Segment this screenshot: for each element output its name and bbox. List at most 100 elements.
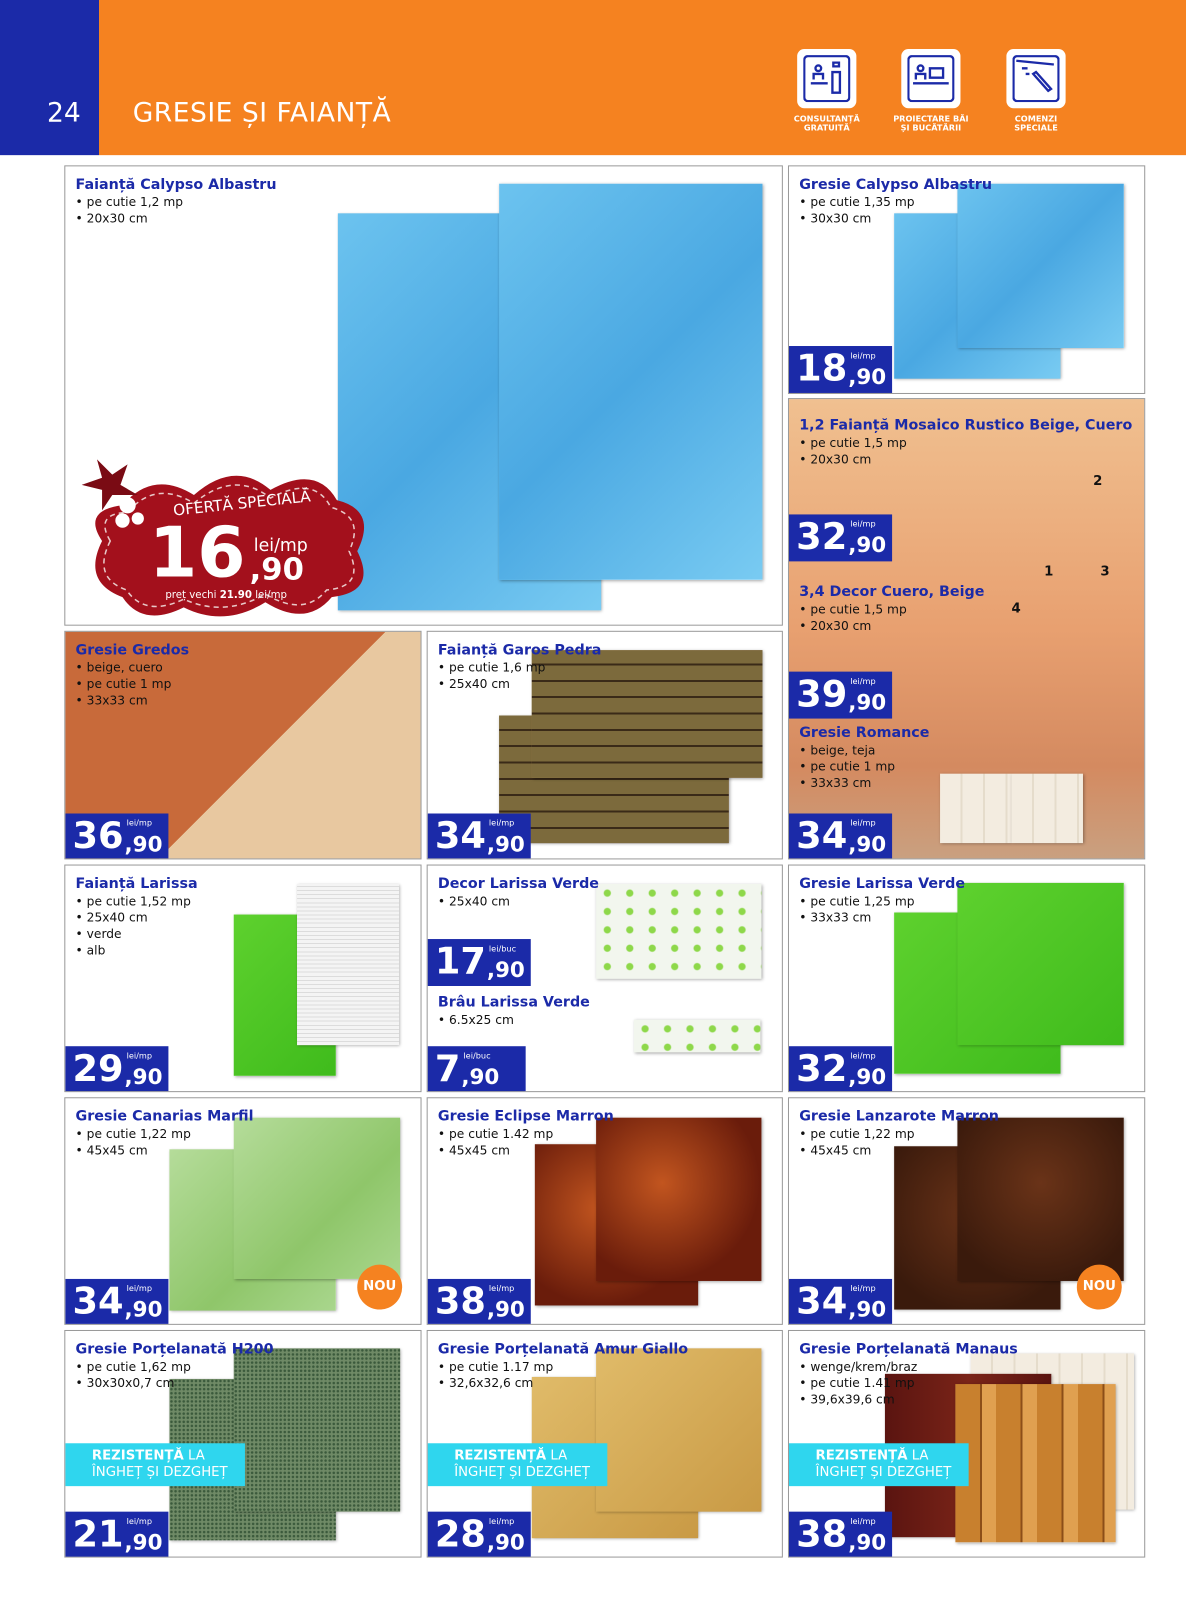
tile-image [233,1117,401,1279]
product-bullet: 25x40 cm [76,909,191,925]
price-unit: lei/mp [850,1284,876,1294]
product-card[interactable]: Gresie Gredosbeige, cuerope cutie 1 mp33… [64,630,422,860]
price-cents: ,90 [848,532,887,558]
product-title: Gresie Calypso Albastru [799,176,993,193]
tile-image [233,1348,401,1512]
frost-text-line2: ÎNGHEȚ ȘI DEZGHEȚ [454,1464,591,1481]
product-title: Gresie Canarias Marfil [75,1108,254,1125]
tile-image [955,1384,1116,1543]
product-bullets: pe cutie 1,2 mp20x30 cm [76,194,184,227]
product-title: Brâu Larissa Verde [437,994,590,1011]
price-cents: ,90 [486,831,525,857]
product-bullet: 20x30 cm [799,618,907,634]
product-card[interactable]: Faianță Larissape cutie 1,52 mp25x40 cmv… [64,864,422,1093]
price-cents: ,90 [848,1297,887,1322]
product-card[interactable]: Gresie Porțelanată Manauswenge/krem/braz… [787,1329,1146,1558]
special-offer-badge: OFERTĂ SPECIALĂ 16 lei/mp ,90 preț vechi… [81,459,365,617]
price-integer: 34 [434,815,486,858]
mosaic-number-label: 1 [1044,564,1054,580]
price-cents: ,90 [486,1530,525,1555]
product-card[interactable]: Faianță Garos Pedrape cutie 1,6 mp25x40 … [426,630,783,860]
page-number: 24 [46,97,81,129]
holly-leaf-icon [81,459,138,511]
price-cents: ,90 [848,1530,887,1555]
product-bullet: pe cutie 1.42 mp [438,1126,553,1142]
product-card[interactable]: Gresie Calypso Albastrupe cutie 1,35 mp3… [787,165,1146,394]
product-card[interactable]: Gresie Porțelanată Amur Giallope cutie 1… [426,1329,783,1558]
price-unit: lei/mp [850,676,876,686]
price-unit: lei/mp [126,1516,153,1526]
product-title: 1,2 Faianță Mosaico Rustico Beige, Cuero [799,417,1133,434]
product-bullets: pe cutie 1,22 mp45x45 cm [76,1126,191,1159]
price-unit: lei/mp [126,1284,153,1294]
product-card[interactable]: Gresie Porțelanată H200pe cutie 1,62 mp3… [64,1329,422,1558]
product-bullet: pe cutie 1 mp [799,758,895,774]
frost-text: LA [188,1448,205,1464]
product-card[interactable]: Gresie Lanzarote Marronpe cutie 1,22 mp4… [787,1097,1146,1325]
offer-price-unit: lei/mp [254,536,308,556]
frost-strong: REZISTENȚĂ [815,1448,908,1464]
product-card[interactable]: Gresie Canarias Marfilpe cutie 1,22 mp45… [64,1097,422,1325]
price-tag: 17,90 lei/buc [427,939,531,986]
product-bullet: 45x45 cm [76,1142,191,1158]
product-bullet: pe cutie 1 mp [76,676,172,692]
price-tag: 38,90 lei/mp [789,1511,893,1557]
product-bullet: 45x45 cm [799,1142,914,1158]
header-bar [99,0,1186,156]
price-unit: lei/mp [850,519,876,529]
product-bullet: 25x40 cm [438,676,546,692]
product-card[interactable]: Decor Larissa Verde25x40 cm17,90lei/bucB… [426,864,783,1093]
price-unit: lei/mp [850,818,876,828]
offer-price-cents: ,90 [250,553,304,588]
product-title: Decor Larissa Verde [437,875,600,893]
product-bullets: beige, tejape cutie 1 mp33x33 cm [799,742,895,791]
tile-image [531,650,763,778]
tile-image [297,883,400,1046]
consultant-icon [797,48,857,109]
price-cents: ,90 [124,1064,163,1090]
product-title: Gresie Romance [799,724,930,742]
price-integer: 17 [434,941,486,983]
price-integer: 34 [796,1280,848,1323]
page-title: GRESIE ȘI FAIANȚĂ [132,97,392,129]
price-integer: 32 [796,1048,848,1091]
product-bullet: 33x33 cm [799,909,914,925]
price-cents: ,90 [848,1064,887,1090]
product-card[interactable]: Gresie Larissa Verdepe cutie 1,25 mp33x3… [787,864,1146,1093]
offer-old-price: preț vechi 21.90 lei/mp [165,590,287,601]
price-integer: 32 [796,516,848,559]
mosaic-number-label: 4 [1011,601,1021,617]
product-bullets: pe cutie 1,52 mp25x40 cmverdealb [76,893,191,958]
product-bullets: pe cutie 1,5 mp20x30 cm [799,435,906,468]
price-tag: 29,90 lei/mp [65,1046,169,1092]
tile-image [596,1117,762,1281]
product-card[interactable]: Gresie Eclipse Marronpe cutie 1.42 mp45x… [426,1097,783,1325]
price-cents: ,90 [848,689,887,715]
product-title: Gresie Porțelanată Manaus [799,1341,1018,1358]
price-cents: ,90 [486,1297,525,1322]
product-title: Faianță Larissa [75,875,198,893]
price-tag: 38,90 lei/mp [427,1278,531,1324]
product-bullets: pe cutie 1,6 mp25x40 cm [438,659,546,692]
price-tag: 34,90 lei/mp [789,813,893,859]
product-bullet: 32,6x32,6 cm [438,1375,553,1391]
product-bullet: pe cutie 1.17 mp [438,1359,553,1375]
service-special-orders: COMENZI SPECIALE [995,48,1077,133]
price-cents: ,90 [848,364,887,389]
product-title: 3,4 Decor Cuero, Beige [799,583,985,601]
price-tag: 7,90 lei/buc [427,1046,526,1092]
product-bullet: pe cutie 1.41 mp [799,1375,917,1391]
product-bullet: 20x30 cm [76,210,184,226]
service-label: COMENZI SPECIALE [1014,114,1058,133]
product-title: Gresie Lanzarote Marron [799,1108,999,1125]
product-bullet: pe cutie 1,52 mp [76,893,191,909]
price-unit: lei/mp [488,1516,515,1526]
product-bullet: pe cutie 1,35 mp [799,194,914,210]
product-title: Faianță Calypso Albastru [75,176,277,193]
product-card[interactable]: 1,2 Faianță Mosaico Rustico Beige, Cuero… [787,398,1146,860]
tile-image [957,183,1124,349]
tile-image [957,882,1124,1046]
price-cents: ,90 [461,1064,500,1090]
price-cents: ,90 [486,957,525,982]
